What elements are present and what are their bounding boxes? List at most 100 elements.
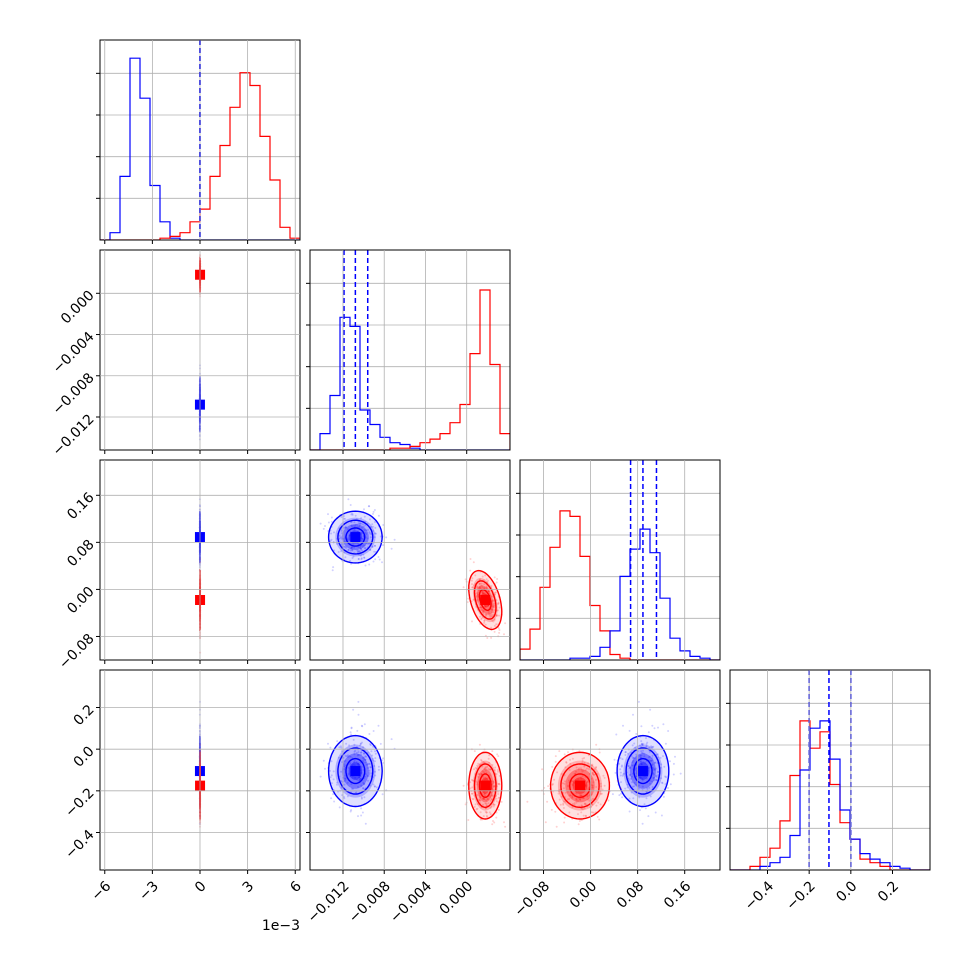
scatter-point-blue (654, 761, 656, 764)
scatter-point-blue (654, 778, 657, 781)
scatter-point-blue (353, 521, 356, 524)
scatter-point-blue (377, 765, 380, 768)
scatter-point-blue (333, 531, 335, 534)
scatter-point-blue (362, 781, 365, 784)
scatter-point-blue (374, 774, 377, 777)
scatter-point-red (485, 586, 488, 589)
scatter-point-blue (635, 733, 638, 735)
scatter-point-red (474, 803, 477, 806)
scatter-point-blue (360, 807, 363, 810)
scatter-point-red (476, 592, 479, 594)
grid-lines (767, 670, 893, 870)
scatter-point-red (497, 770, 499, 773)
scatter-point-red (572, 780, 575, 783)
scatter-point-blue (347, 548, 350, 551)
scatter-point-blue (367, 779, 369, 782)
scatter-point-red (480, 617, 483, 620)
scatter-point-blue (342, 515, 345, 518)
scatter-point-blue (378, 558, 381, 561)
scatter-point-blue (353, 743, 356, 746)
scatter-point-red (491, 605, 494, 608)
scatter-point-blue (360, 522, 362, 525)
scatter-point-red (568, 798, 571, 800)
scatter-point-blue (347, 766, 350, 769)
scatter-point-red (498, 782, 500, 785)
scatter-point-red (476, 597, 479, 600)
scatter-point-blue (648, 767, 650, 769)
scatter-point-blue (647, 756, 650, 759)
scatter-point-blue (351, 525, 353, 528)
scatter-point-blue (351, 557, 354, 559)
scatter-point-blue (361, 523, 364, 526)
scatter-point-red (476, 781, 479, 784)
scatter-point-blue (357, 542, 360, 545)
scatter-point-red (584, 769, 587, 772)
scatter-point-red (569, 794, 572, 797)
scatter-point-red (564, 800, 567, 803)
scatter-point-red (563, 816, 566, 819)
density-peak-blue (637, 766, 648, 777)
scatter-point-red (579, 776, 582, 779)
scatter-point-red (496, 578, 499, 580)
scatter-point-red (584, 814, 587, 817)
scatter-point-red (495, 816, 498, 819)
scatter-point-red (580, 807, 583, 810)
scatter-point-blue (667, 787, 669, 789)
scatter-point-blue (351, 764, 354, 767)
scatter-point-blue (623, 772, 626, 775)
scatter-point-blue (656, 753, 659, 756)
scatter-point-blue (354, 523, 357, 526)
scatter-point-blue (628, 810, 631, 813)
scatter-point-red (479, 587, 482, 590)
scatter-point-blue (628, 729, 631, 732)
tick-marks (96, 707, 296, 874)
scatter-point-red (551, 783, 554, 785)
scatter-point-blue (319, 775, 322, 778)
scatter-point-red (492, 780, 495, 783)
scatter-points (526, 700, 682, 828)
scatter-point-red (478, 743, 481, 746)
scatter-point-blue (357, 779, 360, 782)
scatter-point-blue (368, 505, 371, 508)
scatter-point-blue (336, 783, 338, 786)
scatter-point-red (486, 637, 489, 639)
scatter-point-blue (360, 797, 363, 800)
scatter-points (319, 700, 507, 828)
scatter-point-blue (632, 757, 635, 759)
scatter-point-blue (349, 755, 352, 758)
scatter-point-red (475, 780, 478, 783)
scatter-point-red (481, 586, 484, 589)
scatter-point-blue (660, 814, 663, 817)
scatter-point-red (480, 584, 483, 587)
scatter-point-blue (374, 532, 377, 535)
scatter-point-blue (352, 543, 355, 546)
scatter-point-red (488, 614, 491, 617)
scatter-point-blue (622, 724, 624, 727)
scatter-point-blue (357, 558, 360, 560)
scatter-point-red (591, 764, 594, 767)
scatter-point-red (595, 766, 598, 768)
scatter-point-blue (640, 742, 643, 745)
scatter-point-red (474, 766, 477, 769)
scatter-point-blue (381, 793, 384, 796)
scatter-point-red (490, 636, 493, 639)
scatter-point-red (493, 624, 496, 627)
scatter-point-blue (377, 768, 380, 771)
scatter-point-red (495, 581, 498, 584)
scatter-point-red (603, 776, 606, 779)
scatter-point-blue (354, 776, 357, 779)
scatter-point-blue (360, 724, 363, 727)
scatter-point-blue (363, 752, 365, 755)
scatter-point-red (579, 799, 582, 801)
scatter-point-red (583, 807, 586, 810)
scatter-point-red (595, 804, 598, 807)
panel-frame (519, 459, 721, 661)
scatter-point-blue (621, 764, 623, 767)
scatter-point-red (595, 766, 597, 769)
scatter-point-blue (348, 539, 351, 541)
scatter-point-red (481, 797, 484, 800)
scatter-point-blue (648, 786, 651, 789)
scatter-point-blue (350, 809, 353, 812)
scatter-point-red (554, 755, 557, 758)
